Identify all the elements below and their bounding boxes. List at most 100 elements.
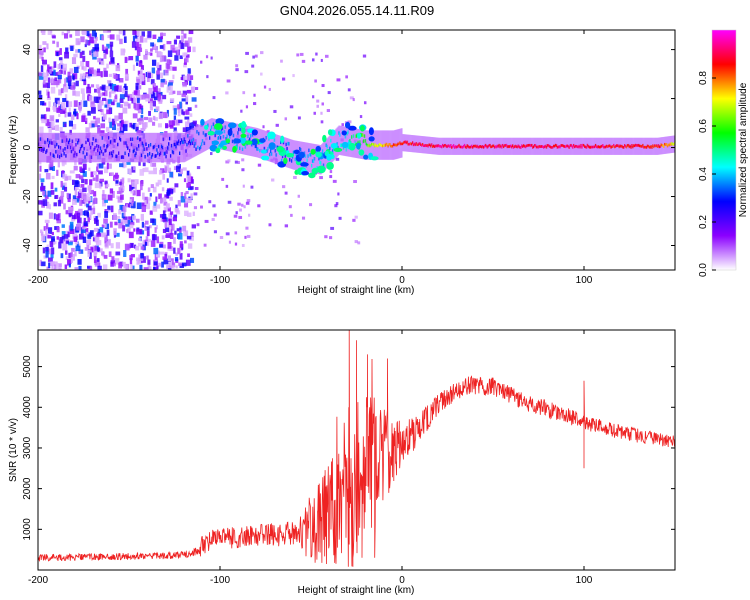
spectrogram-halo (308, 142, 310, 173)
spectrogram-cell (268, 87, 271, 91)
spectrogram-halo (169, 132, 171, 163)
spectrogram-ridge (659, 145, 662, 148)
spectrogram-blob (310, 148, 316, 155)
spectrogram-ridge (591, 145, 593, 149)
spectrogram-cell (93, 256, 97, 264)
spectrogram-cell (66, 240, 70, 244)
spectrogram-ridge (191, 141, 194, 145)
spectrogram-cell (146, 230, 150, 237)
spectrogram-halo (104, 132, 107, 163)
spectrogram-cell (299, 52, 304, 56)
spectrogram-cell (137, 43, 142, 48)
spectrogram-cell (241, 168, 245, 172)
spectrogram-ridge (553, 144, 555, 148)
spectrogram-cell (164, 221, 168, 228)
spectrogram-ridge (542, 145, 544, 148)
spectrogram-ridge (642, 143, 644, 147)
spectrogram-cell (65, 100, 69, 108)
spectrogram-cell (354, 215, 358, 219)
spectrogram-cell (51, 175, 55, 180)
spectrogram-cell (290, 213, 293, 217)
spectrogram-ridge (104, 149, 107, 153)
spectrogram-cell (162, 244, 166, 249)
spectrogram-cell (143, 54, 148, 60)
spectrogram-cell (122, 205, 127, 212)
spectrogram-ridge (473, 144, 476, 148)
spectrogram-halo (97, 132, 99, 163)
spectrogram-ridge (215, 128, 218, 133)
spectrogram-ridge (247, 134, 249, 139)
spectrogram-ridge (212, 122, 215, 127)
spectrogram-ridge (550, 146, 552, 149)
spectrogram-cell (173, 214, 178, 218)
spectrogram-cell (91, 49, 96, 54)
spectrogram-halo (171, 132, 174, 163)
spectrogram-halo (109, 132, 112, 163)
spectrogram-cell (122, 185, 125, 192)
spectrogram-cell (127, 103, 131, 109)
spectrogram-ridge (113, 138, 116, 143)
spectrogram-halo (157, 132, 159, 163)
spectrogram-cell (166, 40, 172, 45)
spectrogram-cell (147, 72, 151, 79)
spectrogram-cell (219, 235, 224, 239)
spectrogram-ridge (492, 144, 494, 148)
spectrogram-halo (231, 122, 234, 153)
spectrogram-cell (132, 190, 136, 196)
spectrogram-cell (54, 226, 59, 230)
spectrogram-halo (77, 132, 79, 163)
spectrogram-cell (130, 264, 133, 270)
spectrogram-ridge (312, 159, 315, 163)
spectrogram-cell (87, 213, 92, 220)
spectrogram-cell (126, 229, 129, 233)
spectrogram-cell (329, 170, 333, 174)
spectrogram-ridge (209, 128, 212, 133)
spectrogram-cell (65, 47, 69, 54)
spectrogram-cell (89, 179, 93, 186)
spectrogram-ridge (461, 145, 463, 149)
spectrogram-ridge (63, 151, 66, 156)
spectrogram-ridge (73, 153, 76, 158)
spectrogram-cell (104, 240, 109, 244)
spectrogram-ridge (352, 134, 355, 138)
spectrogram-halo (98, 132, 101, 163)
spectrogram-cell (101, 224, 105, 229)
spectrogram-cell (99, 109, 103, 113)
spectrogram-cell (129, 255, 133, 261)
spectrogram-cell (168, 91, 174, 95)
spectrogram-cell (74, 180, 79, 187)
colorbar-tick-label: 0.6 (698, 119, 709, 133)
spectrogram-cell (123, 36, 127, 43)
spectrogram-cell (189, 75, 194, 80)
spectrogram-cell (284, 117, 288, 121)
spectrogram-halo (121, 132, 124, 163)
spectrogram-ridge (377, 144, 380, 148)
spectrogram-cell (145, 203, 151, 210)
spectrogram-cell (130, 190, 134, 194)
spectrogram-ridge (196, 130, 198, 134)
spectrogram-cell (95, 117, 101, 124)
spectrogram-ridge (440, 145, 442, 148)
spectrogram-ridge (159, 151, 162, 156)
spectrogram-ridge (589, 146, 592, 149)
spectrogram-ridge (270, 149, 272, 153)
spectrogram-cell (81, 225, 85, 230)
spectrogram-cell (56, 236, 60, 240)
spectrogram-cell (79, 175, 84, 180)
spectrogram-halo (130, 132, 133, 163)
spectrogram-ridge (168, 142, 170, 146)
spectrogram-cell (120, 48, 126, 56)
spectrogram-ridge (520, 146, 522, 149)
spectrogram-ridge (472, 146, 474, 149)
spectrogram-ridge (516, 145, 519, 149)
spectrogram-halo (134, 132, 137, 163)
spectrogram-cell (178, 173, 182, 177)
spectrogram-cell (177, 200, 181, 207)
spectrogram-blob (315, 151, 322, 158)
spectrogram-halo (49, 132, 52, 163)
spectrogram-ridge (637, 143, 640, 147)
spectrogram-ridge (412, 141, 414, 144)
spectrogram-cell (120, 130, 125, 135)
spectrogram-ridge (657, 144, 660, 147)
